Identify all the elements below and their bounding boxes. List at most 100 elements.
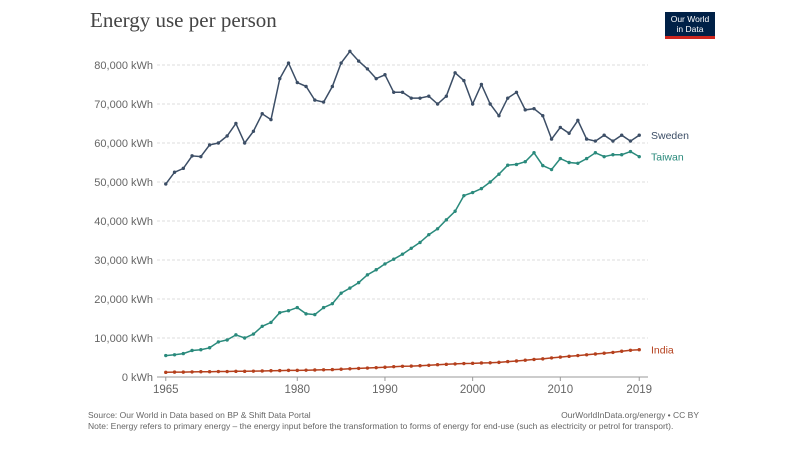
sweden-point[interactable] (637, 133, 641, 137)
sweden-point[interactable] (427, 94, 431, 98)
taiwan-point[interactable] (435, 227, 440, 231)
india-point[interactable] (619, 349, 624, 353)
sweden-point[interactable] (304, 84, 308, 89)
taiwan-point[interactable] (584, 156, 589, 161)
india-point[interactable] (278, 368, 282, 373)
taiwan-point[interactable] (637, 154, 641, 159)
india-point[interactable] (628, 348, 633, 352)
sweden-point[interactable] (216, 141, 221, 145)
taiwan-point[interactable] (321, 305, 326, 310)
taiwan-point[interactable] (418, 240, 422, 245)
sweden-point[interactable] (619, 133, 624, 137)
sweden-point[interactable] (392, 90, 396, 95)
india-point[interactable] (339, 367, 343, 371)
sweden-point[interactable] (269, 117, 273, 122)
india-point[interactable] (207, 370, 212, 374)
taiwan-point[interactable] (330, 301, 335, 306)
sweden-point[interactable] (523, 108, 527, 112)
sweden-point[interactable] (418, 96, 422, 100)
taiwan-point[interactable] (506, 163, 510, 167)
india-point[interactable] (532, 357, 536, 362)
india-point[interactable] (541, 357, 545, 361)
india-point[interactable] (190, 370, 194, 374)
taiwan-point[interactable] (216, 340, 221, 344)
india-point[interactable] (506, 359, 510, 364)
sweden-point[interactable] (584, 137, 589, 141)
taiwan-point[interactable] (549, 167, 554, 172)
taiwan-point[interactable] (427, 232, 431, 237)
taiwan-point[interactable] (593, 151, 598, 155)
sweden-point[interactable] (313, 98, 317, 102)
sweden-point[interactable] (164, 182, 168, 186)
india-point[interactable] (383, 365, 387, 369)
taiwan-point[interactable] (479, 186, 484, 191)
sweden-point[interactable] (558, 125, 563, 130)
taiwan-point[interactable] (339, 291, 343, 295)
taiwan-point[interactable] (313, 312, 317, 317)
sweden-point[interactable] (541, 114, 545, 118)
sweden-point[interactable] (207, 143, 212, 147)
india-point[interactable] (260, 369, 264, 373)
taiwan-point[interactable] (619, 153, 624, 157)
taiwan-point[interactable] (453, 209, 457, 213)
taiwan-point[interactable] (444, 218, 449, 222)
sweden-point[interactable] (339, 61, 343, 65)
sweden-point[interactable] (225, 134, 229, 138)
india-point[interactable] (409, 364, 413, 368)
sweden-point[interactable] (409, 96, 413, 100)
sweden-point[interactable] (506, 96, 510, 100)
taiwan-point[interactable] (278, 310, 282, 315)
india-point[interactable] (365, 366, 370, 370)
india-point[interactable] (462, 361, 466, 366)
india-point[interactable] (453, 362, 457, 366)
taiwan-point[interactable] (199, 348, 203, 352)
sweden-point[interactable] (602, 133, 606, 137)
sweden-point[interactable] (462, 78, 466, 83)
sweden-point[interactable] (400, 90, 405, 95)
india-point[interactable] (611, 350, 615, 355)
india-point[interactable] (286, 368, 291, 373)
taiwan-point[interactable] (365, 273, 370, 277)
taiwan-point[interactable] (225, 338, 229, 342)
sweden-point[interactable] (628, 139, 633, 143)
taiwan-point[interactable] (251, 332, 256, 336)
india-point[interactable] (321, 368, 326, 372)
taiwan-point[interactable] (356, 280, 361, 285)
sweden-point[interactable] (488, 102, 492, 106)
india-point[interactable] (444, 362, 449, 367)
taiwan-point[interactable] (400, 252, 405, 256)
india-point[interactable] (637, 348, 641, 352)
sweden-point[interactable] (286, 61, 291, 65)
sweden-point[interactable] (497, 114, 501, 118)
sweden-point[interactable] (242, 141, 247, 145)
india-point[interactable] (172, 370, 177, 374)
india-point[interactable] (234, 369, 238, 374)
sweden-point[interactable] (576, 118, 580, 123)
sweden-point[interactable] (251, 129, 256, 133)
taiwan-point[interactable] (611, 153, 615, 157)
india-point[interactable] (558, 355, 563, 359)
sweden-point[interactable] (181, 166, 186, 171)
india-point[interactable] (427, 363, 431, 367)
india-point[interactable] (199, 370, 203, 374)
india-point[interactable] (593, 352, 598, 356)
india-point[interactable] (488, 361, 492, 365)
india-point[interactable] (576, 353, 580, 358)
sweden-point[interactable] (365, 67, 370, 71)
india-point[interactable] (356, 366, 361, 371)
taiwan-point[interactable] (181, 351, 186, 356)
india-point[interactable] (313, 368, 317, 372)
taiwan-point[interactable] (304, 312, 308, 316)
sweden-point[interactable] (172, 170, 177, 174)
taiwan-point[interactable] (286, 309, 291, 313)
sweden-point[interactable] (532, 106, 536, 111)
taiwan-point[interactable] (576, 161, 580, 165)
sweden-point[interactable] (593, 139, 598, 143)
taiwan-point[interactable] (470, 190, 475, 195)
sweden-point[interactable] (444, 94, 449, 98)
india-point[interactable] (242, 369, 247, 374)
india-line[interactable] (165, 348, 640, 374)
india-point[interactable] (584, 353, 589, 357)
sweden-point[interactable] (321, 100, 326, 104)
india-point[interactable] (225, 369, 229, 374)
